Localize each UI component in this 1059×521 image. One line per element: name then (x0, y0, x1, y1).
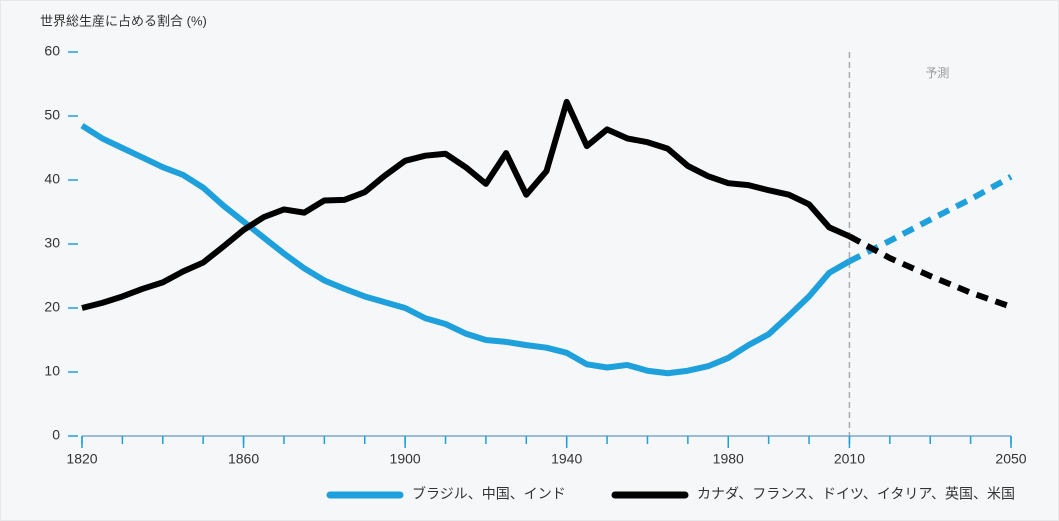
forecast-label: 予測 (925, 66, 949, 80)
y-tick-label: 60 (44, 43, 60, 59)
x-tick-label: 1820 (66, 451, 97, 467)
x-tick-label: 1940 (551, 451, 582, 467)
y-tick-label: 20 (44, 299, 60, 315)
x-tick-label: 1900 (390, 451, 421, 467)
y-tick-label: 30 (44, 235, 60, 251)
y-tick-label: 10 (44, 363, 60, 379)
y-axis-label: 世界総生産に占める割合 (%) (40, 13, 207, 28)
legend-label: カナダ、フランス、ドイツ、イタリア、英国、米国 (697, 486, 1015, 502)
y-tick-label: 0 (52, 427, 60, 443)
series-line (81, 98, 851, 311)
y-tick-label: 50 (44, 107, 60, 123)
series-line (80, 123, 851, 377)
y-tick-label: 40 (44, 171, 60, 187)
forecast-line (848, 233, 1012, 310)
legend-label: ブラジル、中国、インド (412, 486, 566, 502)
x-tick-label: 1980 (713, 451, 744, 467)
x-tick-label: 2010 (834, 451, 865, 467)
x-tick-label: 2050 (995, 451, 1026, 467)
x-tick-label: 1860 (228, 451, 259, 467)
